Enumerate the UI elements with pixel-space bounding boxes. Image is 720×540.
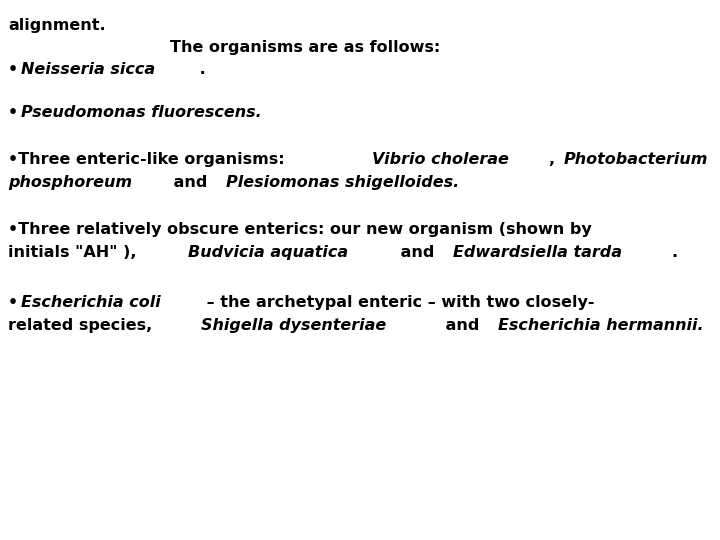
Text: Escherichia hermannii.: Escherichia hermannii. — [498, 318, 704, 333]
Text: Shigella dysenteriae: Shigella dysenteriae — [202, 318, 387, 333]
Text: phosphoreum: phosphoreum — [8, 175, 132, 190]
Text: alignment.: alignment. — [8, 18, 106, 33]
Text: .: . — [194, 62, 206, 77]
Text: Plesiomonas shigelloides.: Plesiomonas shigelloides. — [226, 175, 459, 190]
Text: •Three relatively obscure enterics: our new organism (shown by: •Three relatively obscure enterics: our … — [8, 222, 592, 237]
Text: Pseudomonas fluorescens.: Pseudomonas fluorescens. — [21, 105, 262, 120]
Text: Edwardsiella tarda: Edwardsiella tarda — [453, 245, 622, 260]
Text: ,: , — [549, 152, 561, 167]
Text: .: . — [671, 245, 678, 260]
Text: Neisseria sicca: Neisseria sicca — [21, 62, 156, 77]
Text: •: • — [8, 62, 18, 77]
Text: •: • — [8, 295, 18, 310]
Text: Photobacterium: Photobacterium — [564, 152, 708, 167]
Text: and: and — [168, 175, 213, 190]
Text: •: • — [8, 105, 18, 120]
Text: •Three enteric-like organisms:: •Three enteric-like organisms: — [8, 152, 290, 167]
Text: related species,: related species, — [8, 318, 158, 333]
Text: Vibrio cholerae: Vibrio cholerae — [372, 152, 509, 167]
Text: and: and — [441, 318, 485, 333]
Text: initials "AH" ),: initials "AH" ), — [8, 245, 148, 260]
Text: and: and — [395, 245, 440, 260]
Text: The organisms are as follows:: The organisms are as follows: — [170, 40, 440, 55]
Text: – the archetypal enteric – with two closely-: – the archetypal enteric – with two clos… — [202, 295, 595, 310]
Text: Budvicia aquatica: Budvicia aquatica — [189, 245, 348, 260]
Text: Escherichia coli: Escherichia coli — [21, 295, 161, 310]
